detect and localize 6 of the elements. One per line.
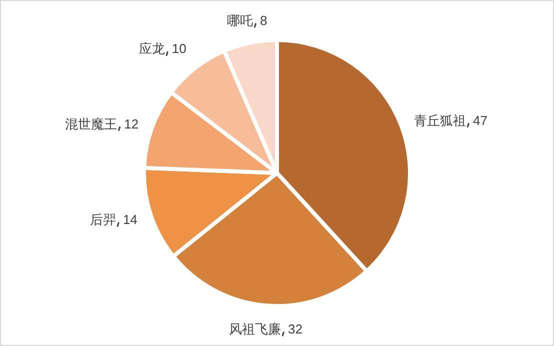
slice-label: 应龙 [138,41,165,56]
slice-label: 混世魔王 [65,116,118,132]
slice-label: 哪吒 [227,13,254,28]
slice-label: 青丘狐祖 [414,112,466,128]
slice-label: 风祖飞廉 [229,322,282,337]
slice-label: 后羿 [90,212,116,228]
